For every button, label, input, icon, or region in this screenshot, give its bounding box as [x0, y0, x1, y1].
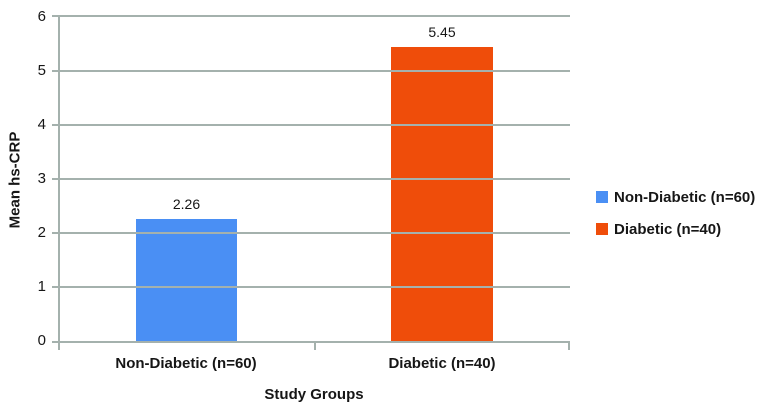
legend-swatch-icon: [596, 191, 608, 203]
x-tick-label-non-diabetic: Non-Diabetic (n=60): [115, 355, 257, 372]
legend-swatch-icon: [596, 223, 608, 235]
plot-area: 2.26 5.45: [52, 15, 570, 350]
gridline: [60, 70, 570, 72]
legend-item-non-diabetic: Non-Diabetic (n=60): [596, 186, 755, 208]
gridline: [60, 286, 570, 288]
y-tick-label: 4: [37, 116, 46, 133]
legend-label: Diabetic (n=40): [614, 220, 722, 238]
y-axis-tick: [52, 124, 60, 126]
y-axis-tick: [52, 232, 60, 234]
data-label-diabetic: 5.45: [428, 23, 456, 40]
gridline: [60, 15, 570, 17]
x-tick-label-diabetic: Diabetic (n=40): [388, 355, 496, 372]
y-axis-tick: [52, 178, 60, 180]
gridline: [60, 124, 570, 126]
y-tick-label: 1: [37, 278, 46, 295]
y-tick-label: 3: [37, 170, 46, 187]
bar-diabetic: [391, 46, 493, 341]
x-axis-tick: [314, 343, 316, 350]
y-tick-label: 0: [37, 332, 46, 349]
data-label-non-diabetic: 2.26: [172, 195, 201, 212]
bar-non-diabetic: [136, 218, 237, 341]
legend-label: Non-Diabetic (n=60): [614, 188, 756, 206]
y-axis-tick: [52, 286, 60, 288]
gridline: [60, 178, 570, 180]
legend-item-diabetic: Diabetic (n=40): [596, 218, 755, 240]
y-tick-label: 5: [37, 62, 46, 79]
gridline: [60, 232, 570, 234]
x-axis-tick: [568, 343, 570, 350]
y-tick-label: 2: [37, 224, 46, 241]
y-tick-label: 6: [37, 8, 46, 25]
y-axis-tick: [52, 15, 60, 17]
x-axis-tick: [58, 343, 60, 350]
y-axis-tick: [52, 70, 60, 72]
x-axis-title: Study Groups: [264, 386, 364, 403]
y-axis-tick: [52, 341, 60, 343]
legend: Non-Diabetic (n=60) Diabetic (n=40): [596, 186, 755, 250]
